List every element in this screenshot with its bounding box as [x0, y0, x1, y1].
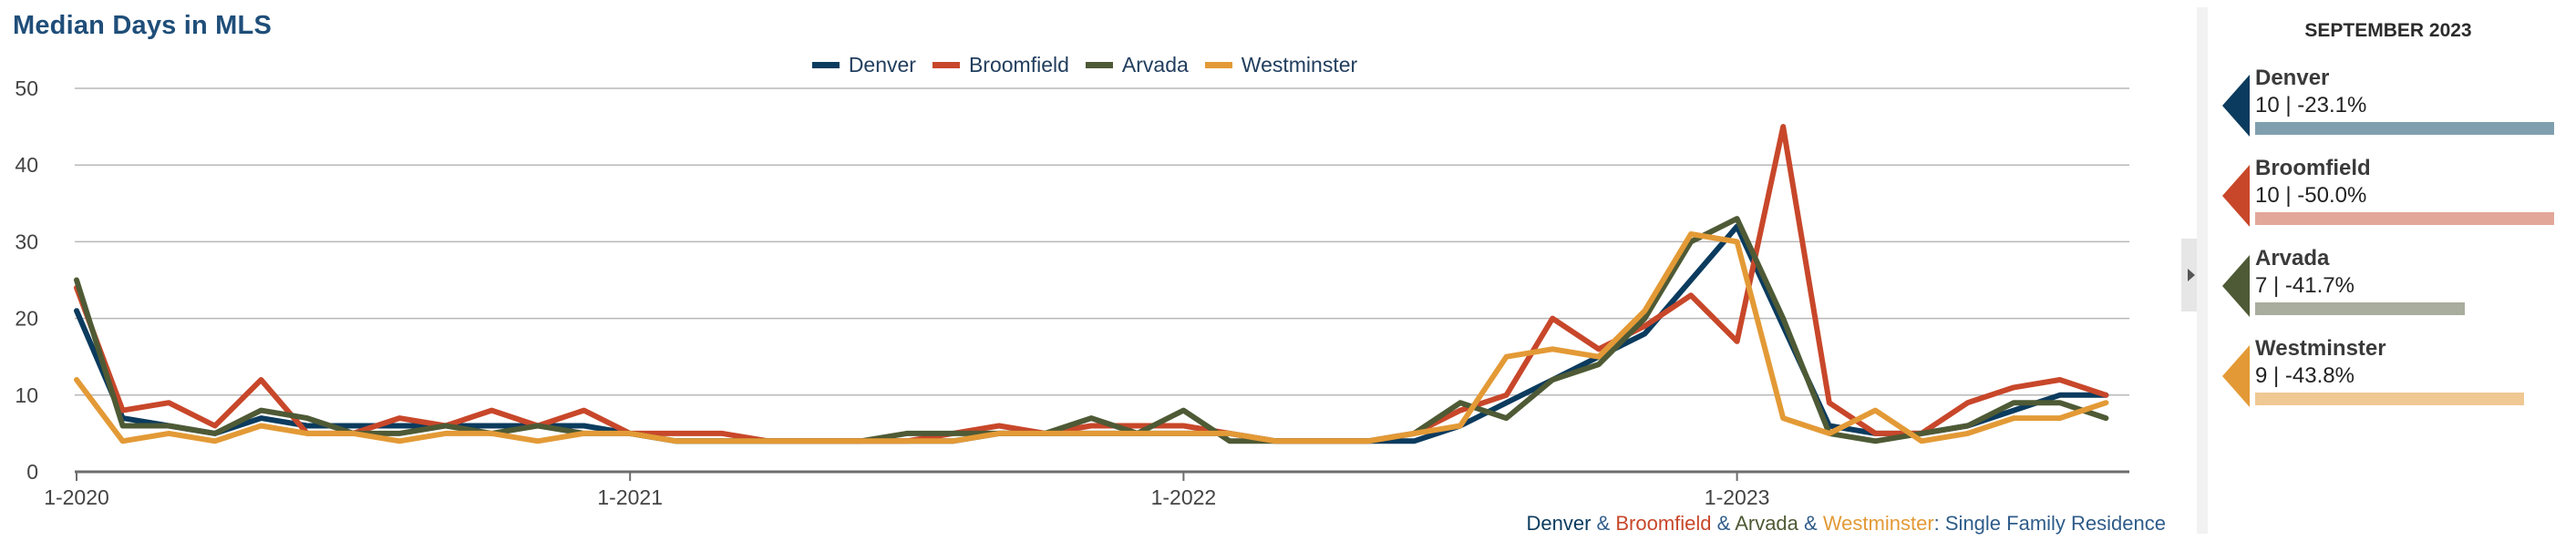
- legend-item-westminster[interactable]: Westminster: [1204, 53, 1358, 77]
- footnote-part: Arvada: [1735, 512, 1798, 535]
- footnote-part: &: [1798, 512, 1823, 535]
- summary-card-arvada[interactable]: Arvada 7 | -41.7%: [2208, 246, 2569, 330]
- chart-footnote: Denver & Broomfield & Arvada & Westminst…: [1527, 512, 2166, 536]
- chart-container: 0 10 20 30 40 50 1-2020 1-2021 1-2022 1-2023 Medi…: [0, 11, 2169, 536]
- card-bar: [2255, 122, 2554, 135]
- card-bar-fill: [2255, 122, 2554, 135]
- legend-label: Denver: [848, 53, 916, 77]
- y-tick-label: 40: [15, 153, 38, 177]
- card-stat: 9 | -43.8%: [2255, 363, 2354, 388]
- x-tick-label: 1-2022: [1151, 485, 1217, 509]
- card-name: Arvada: [2255, 246, 2330, 270]
- legend-label: Arvada: [1121, 53, 1189, 77]
- card-stat: 10 | -23.1%: [2255, 93, 2367, 117]
- series-lines: [74, 124, 2109, 444]
- card-bar-fill: [2255, 393, 2524, 405]
- x-tick-label: 1-2023: [1705, 485, 1770, 509]
- pointer-arrow-icon: [2222, 255, 2250, 317]
- legend-swatch: [1204, 62, 1232, 68]
- series-line-westminster[interactable]: [74, 231, 2109, 444]
- panel-collapse-toggle[interactable]: [2181, 239, 2200, 311]
- card-name: Broomfield: [2255, 156, 2371, 180]
- y-tick-label: 50: [15, 77, 38, 100]
- card-name: Denver: [2255, 66, 2330, 90]
- panel-heading: SEPTEMBER 2023: [2304, 20, 2472, 41]
- footnote-part: Broomfield: [1615, 512, 1712, 535]
- y-tick-label: 0: [26, 460, 38, 484]
- pointer-arrow-icon: [2222, 165, 2250, 227]
- card-bar: [2255, 302, 2554, 315]
- series-line-arvada[interactable]: [74, 216, 2109, 444]
- card-bar: [2255, 212, 2554, 225]
- card-bar: [2255, 393, 2554, 405]
- chart-legend: Denver Broomfield Arvada Westminster: [0, 49, 2169, 77]
- pointer-arrow-icon: [2222, 345, 2250, 407]
- card-stat: 7 | -41.7%: [2255, 273, 2354, 298]
- y-tick-label: 10: [15, 383, 38, 407]
- legend-label: Westminster: [1241, 53, 1358, 77]
- x-tick-label: 1-2020: [44, 485, 109, 509]
- legend-label: Broomfield: [968, 53, 1069, 77]
- card-bar-fill: [2255, 212, 2554, 225]
- legend-swatch: [811, 62, 840, 68]
- series-line-broomfield[interactable]: [74, 124, 2109, 444]
- pointer-arrow-icon: [2222, 75, 2250, 137]
- summary-card-westminster[interactable]: Westminster 9 | -43.8%: [2208, 336, 2569, 420]
- legend-item-denver[interactable]: Denver: [811, 53, 916, 77]
- summary-card-denver[interactable]: Denver 10 | -23.1%: [2208, 66, 2569, 149]
- legend-item-broomfield[interactable]: Broomfield: [932, 53, 1069, 77]
- summary-card-broomfield[interactable]: Broomfield 10 | -50.0%: [2208, 156, 2569, 240]
- summary-panel: SEPTEMBER 2023 Denver 10 | -23.1% Broomfie…: [2197, 7, 2569, 534]
- footnote-part: Westminster: [1822, 512, 1934, 535]
- card-stat: 10 | -50.0%: [2255, 183, 2367, 208]
- card-bar-fill: [2255, 302, 2465, 315]
- axes: 0 10 20 30 40 50 1-2020 1-2021 1-2022 1-2023: [15, 77, 2129, 509]
- legend-swatch: [932, 62, 960, 68]
- card-name: Westminster: [2255, 336, 2386, 361]
- y-tick-label: 20: [15, 307, 38, 331]
- chart-title: Median Days in MLS: [13, 11, 272, 40]
- footnote-part: Denver: [1526, 512, 1592, 535]
- line-chart: 0 10 20 30 40 50 1-2020 1-2021 1-2022 1-2023: [15, 77, 2129, 509]
- footnote-part: &: [1711, 512, 1736, 535]
- legend-item-arvada[interactable]: Arvada: [1085, 53, 1189, 77]
- x-tick-label: 1-2021: [597, 485, 663, 509]
- series-line-denver[interactable]: [74, 223, 2109, 444]
- footnote-part: : Single Family Residence: [1933, 512, 2166, 535]
- legend-swatch: [1085, 62, 1113, 68]
- y-tick-label: 30: [15, 230, 38, 253]
- footnote-part: &: [1591, 512, 1616, 535]
- caret-right-icon: [2188, 269, 2195, 281]
